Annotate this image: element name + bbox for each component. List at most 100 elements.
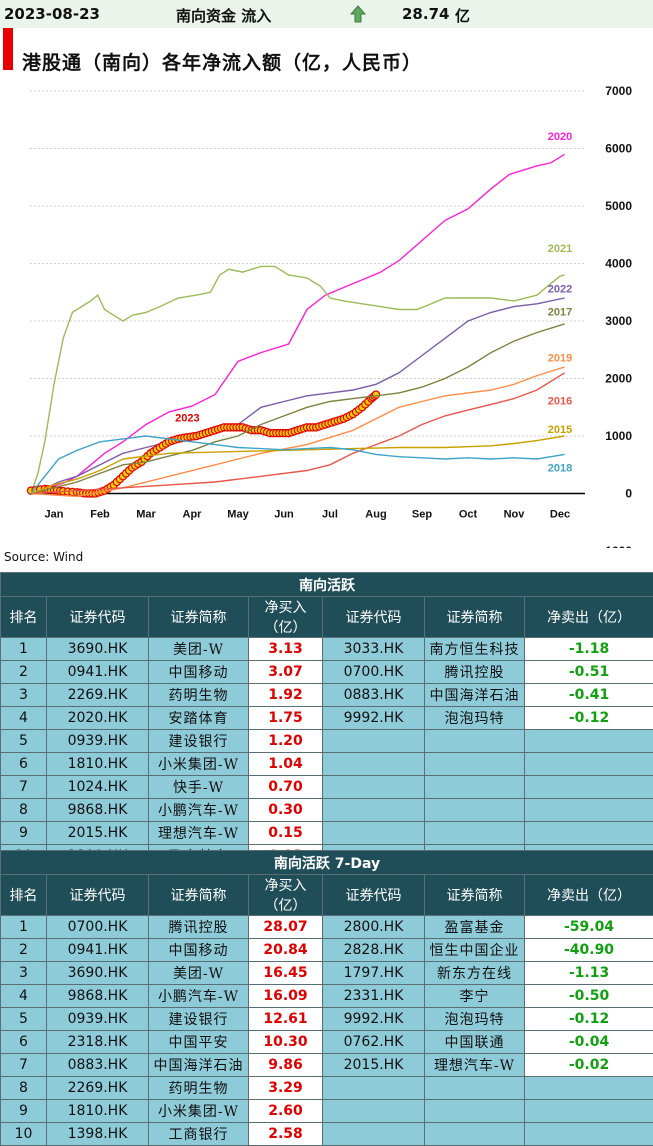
security-name-cell: 小米集团-W [149, 1100, 249, 1123]
rank-cell: 9 [1, 1100, 47, 1123]
security-name-cell: 南方恒生科技 [425, 638, 525, 661]
column-header: 排名 [1, 875, 47, 916]
security-name-cell: 中国海洋石油 [425, 684, 525, 707]
rank-cell: 7 [1, 1054, 47, 1077]
x-tick-label: Sep [412, 509, 432, 521]
security-name-cell: 药明生物 [149, 684, 249, 707]
net-sell-cell: -0.02 [525, 1054, 653, 1077]
security-name-cell [425, 1100, 525, 1123]
security-name-cell [425, 1123, 525, 1146]
security-name-cell [425, 1077, 525, 1100]
net-buy-cell: 12.61 [249, 1008, 323, 1031]
y-tick-label: 2000 [605, 372, 632, 386]
security-code-cell: 2828.HK [323, 939, 425, 962]
security-name-cell: 理想汽车-W [425, 1054, 525, 1077]
column-header: 证券代码 [47, 597, 149, 638]
security-code-cell: 9868.HK [47, 985, 149, 1008]
net-sell-cell: -59.04 [525, 916, 653, 939]
series-label-2016: 2016 [548, 395, 572, 407]
security-name-cell: 美团-W [149, 638, 249, 661]
rank-cell: 4 [1, 707, 47, 730]
security-name-cell: 小米集团-W [149, 753, 249, 776]
security-name-cell: 理想汽车-W [149, 822, 249, 845]
x-tick-label: Jan [45, 509, 64, 521]
security-name-cell: 药明生物 [149, 1077, 249, 1100]
security-code-cell [525, 753, 653, 776]
x-tick-label: Nov [504, 509, 526, 521]
security-code-cell [323, 822, 425, 845]
rank-cell: 6 [1, 753, 47, 776]
table-title-row: 南向活跃 [1, 573, 653, 597]
rank-cell: 9 [1, 822, 47, 845]
southbound-active-table: 南向活跃排名证券代码证券简称净买入（亿）证券代码证券简称净卖出（亿）1 3 6 9 0.… [0, 572, 653, 868]
y-tick-label: 7000 [605, 84, 632, 98]
security-name-cell [425, 776, 525, 799]
security-code-cell [323, 776, 425, 799]
net-buy-cell: 1.92 [249, 684, 323, 707]
y-tick-label: 1000 [605, 429, 632, 443]
net-sell-cell: -40.90 [525, 939, 653, 962]
column-header: 证券代码 [323, 597, 425, 638]
chart-source: Source: Wind [4, 550, 83, 564]
security-name-cell: 盈富基金 [425, 916, 525, 939]
x-tick-label: Mar [136, 509, 156, 521]
security-code-cell [323, 1100, 425, 1123]
security-code-cell [323, 799, 425, 822]
net-buy-cell: 28.07 [249, 916, 323, 939]
net-buy-cell: 9.86 [249, 1054, 323, 1077]
column-header: 净买入（亿） [249, 875, 323, 916]
column-header: 证券简称 [149, 597, 249, 638]
column-header: 证券代码 [323, 875, 425, 916]
x-tick-label: Dec [550, 509, 570, 521]
x-tick-label: Oct [459, 509, 478, 521]
y-tick-label: 3000 [605, 314, 632, 328]
table-header-row: 排名证券代码证券简称净买入（亿）证券代码证券简称净卖出（亿） [1, 597, 653, 638]
column-header: 净买入（亿） [249, 597, 323, 638]
net-sell-cell: -0.50 [525, 985, 653, 1008]
net-buy-cell: 3.13 [249, 638, 323, 661]
series-label-2015: 2015 [548, 424, 572, 436]
net-sell-cell: -0.41 [525, 684, 653, 707]
security-name-cell [425, 822, 525, 845]
security-name-cell: 小鹏汽车-W [149, 985, 249, 1008]
y-tick-label: 4000 [605, 257, 632, 271]
security-code-cell: 0939.HK [47, 730, 149, 753]
net-buy-cell: 16.45 [249, 962, 323, 985]
rank-cell: 2 [1, 661, 47, 684]
net-sell-cell: -0.51 [525, 661, 653, 684]
security-name-cell: 中国平安 [149, 1031, 249, 1054]
net-buy-cell: 20.84 [249, 939, 323, 962]
security-name-cell [425, 799, 525, 822]
security-name-cell: 泡泡玛特 [425, 707, 525, 730]
header-label: 南向资金 流入 [176, 5, 271, 26]
security-name-cell: 新东方在线 [425, 962, 525, 985]
net-sell-cell: -0.12 [525, 707, 653, 730]
security-code-cell: 9992.HK [323, 707, 425, 730]
rank-cell: 3 [1, 684, 47, 707]
x-tick-label: Jun [274, 509, 294, 521]
security-code-cell [525, 1077, 653, 1100]
column-header: 证券简称 [425, 875, 525, 916]
net-buy-cell: 1.75 [249, 707, 323, 730]
security-code-cell: 9992.HK [323, 1008, 425, 1031]
security-code-cell: 0939.HK [47, 1008, 149, 1031]
column-header: 证券简称 [425, 597, 525, 638]
rank-cell: 1 [1, 638, 47, 661]
series-line-2020 [31, 154, 565, 493]
security-code-cell: 2020.HK [47, 707, 149, 730]
net-buy-cell: 0.70 [249, 776, 323, 799]
y-tick-label: 5000 [605, 199, 632, 213]
security-code-cell: 0883.HK [323, 684, 425, 707]
